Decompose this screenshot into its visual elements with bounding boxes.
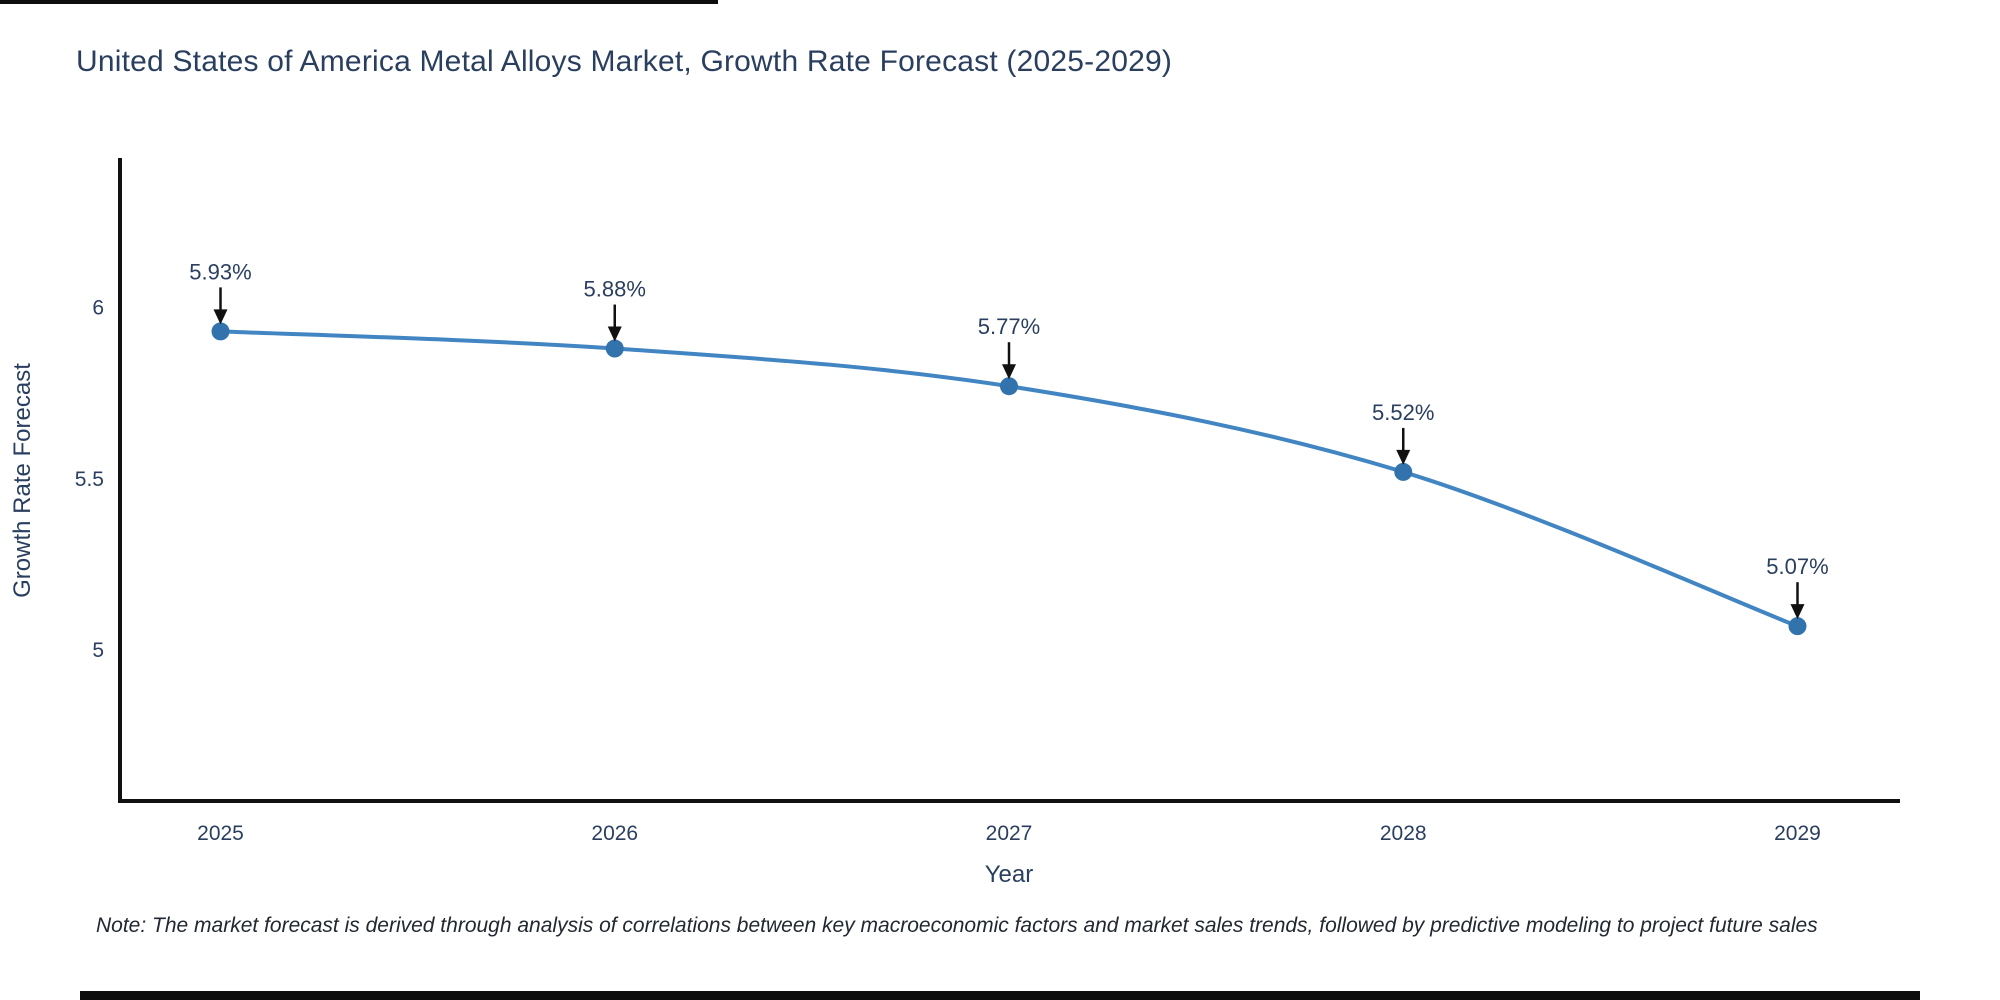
y-tick-label: 6 [92,296,104,319]
x-tick-label: 2028 [1380,822,1427,845]
x-tick-label: 2025 [197,822,244,845]
point-label: 5.07% [1766,554,1828,579]
annotation-arrowhead [213,309,228,325]
annotation-arrowhead [607,326,622,342]
data-point-2029[interactable] [1788,617,1807,636]
data-point-2028[interactable] [1394,462,1413,481]
point-label: 5.77% [978,314,1040,339]
annotation-arrowhead [1002,364,1016,380]
annotation-arrowhead [1396,449,1411,465]
point-label: 5.93% [189,259,251,284]
y-tick-label: 5 [92,639,104,662]
x-tick-label: 2026 [591,822,638,845]
chart-title: United States of America Metal Alloys Ma… [76,45,1173,78]
screen-artifact-bar-top [0,0,718,4]
point-label: 5.52% [1372,400,1434,425]
annotation-arrowhead [1790,604,1805,620]
screen-artifact-bar-bottom [80,991,1920,1000]
x-tick-label: 2029 [1774,822,1821,845]
data-point-2025[interactable] [211,322,230,341]
x-axis-title: Year [985,861,1034,888]
y-tick-label: 5.5 [75,468,104,491]
x-tick-label: 2027 [986,822,1033,845]
data-point-2027[interactable] [1000,377,1018,396]
y-axis-title: Growth Rate Forecast [9,363,36,598]
data-point-2026[interactable] [605,339,624,358]
footnote: Note: The market forecast is derived thr… [96,914,1818,937]
point-label: 5.88% [584,277,646,302]
